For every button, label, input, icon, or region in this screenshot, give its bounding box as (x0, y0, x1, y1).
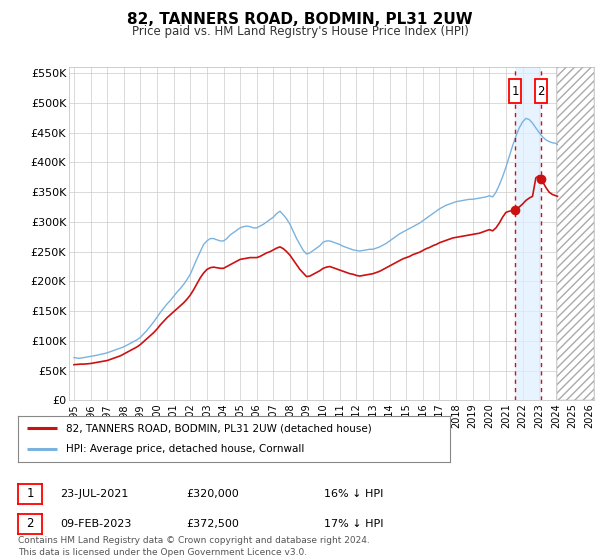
Text: 17% ↓ HPI: 17% ↓ HPI (324, 519, 383, 529)
Text: HPI: Average price, detached house, Cornwall: HPI: Average price, detached house, Corn… (65, 445, 304, 455)
Text: Contains HM Land Registry data © Crown copyright and database right 2024.
This d: Contains HM Land Registry data © Crown c… (18, 536, 370, 557)
Text: 82, TANNERS ROAD, BODMIN, PL31 2UW: 82, TANNERS ROAD, BODMIN, PL31 2UW (127, 12, 473, 27)
Text: 09-FEB-2023: 09-FEB-2023 (60, 519, 131, 529)
Text: £320,000: £320,000 (186, 489, 239, 499)
Bar (557, 67, 594, 400)
Text: 1: 1 (26, 487, 34, 501)
Text: 82, TANNERS ROAD, BODMIN, PL31 2UW (detached house): 82, TANNERS ROAD, BODMIN, PL31 2UW (deta… (65, 423, 371, 433)
Text: Price paid vs. HM Land Registry's House Price Index (HPI): Price paid vs. HM Land Registry's House … (131, 25, 469, 38)
Text: 2: 2 (538, 85, 545, 97)
Text: 1: 1 (511, 85, 519, 97)
Bar (509, 78, 521, 104)
Text: 23-JUL-2021: 23-JUL-2021 (60, 489, 128, 499)
Text: £372,500: £372,500 (186, 519, 239, 529)
Bar (515, 67, 541, 400)
Text: 2: 2 (26, 517, 34, 530)
Bar (535, 78, 547, 104)
Text: 16% ↓ HPI: 16% ↓ HPI (324, 489, 383, 499)
